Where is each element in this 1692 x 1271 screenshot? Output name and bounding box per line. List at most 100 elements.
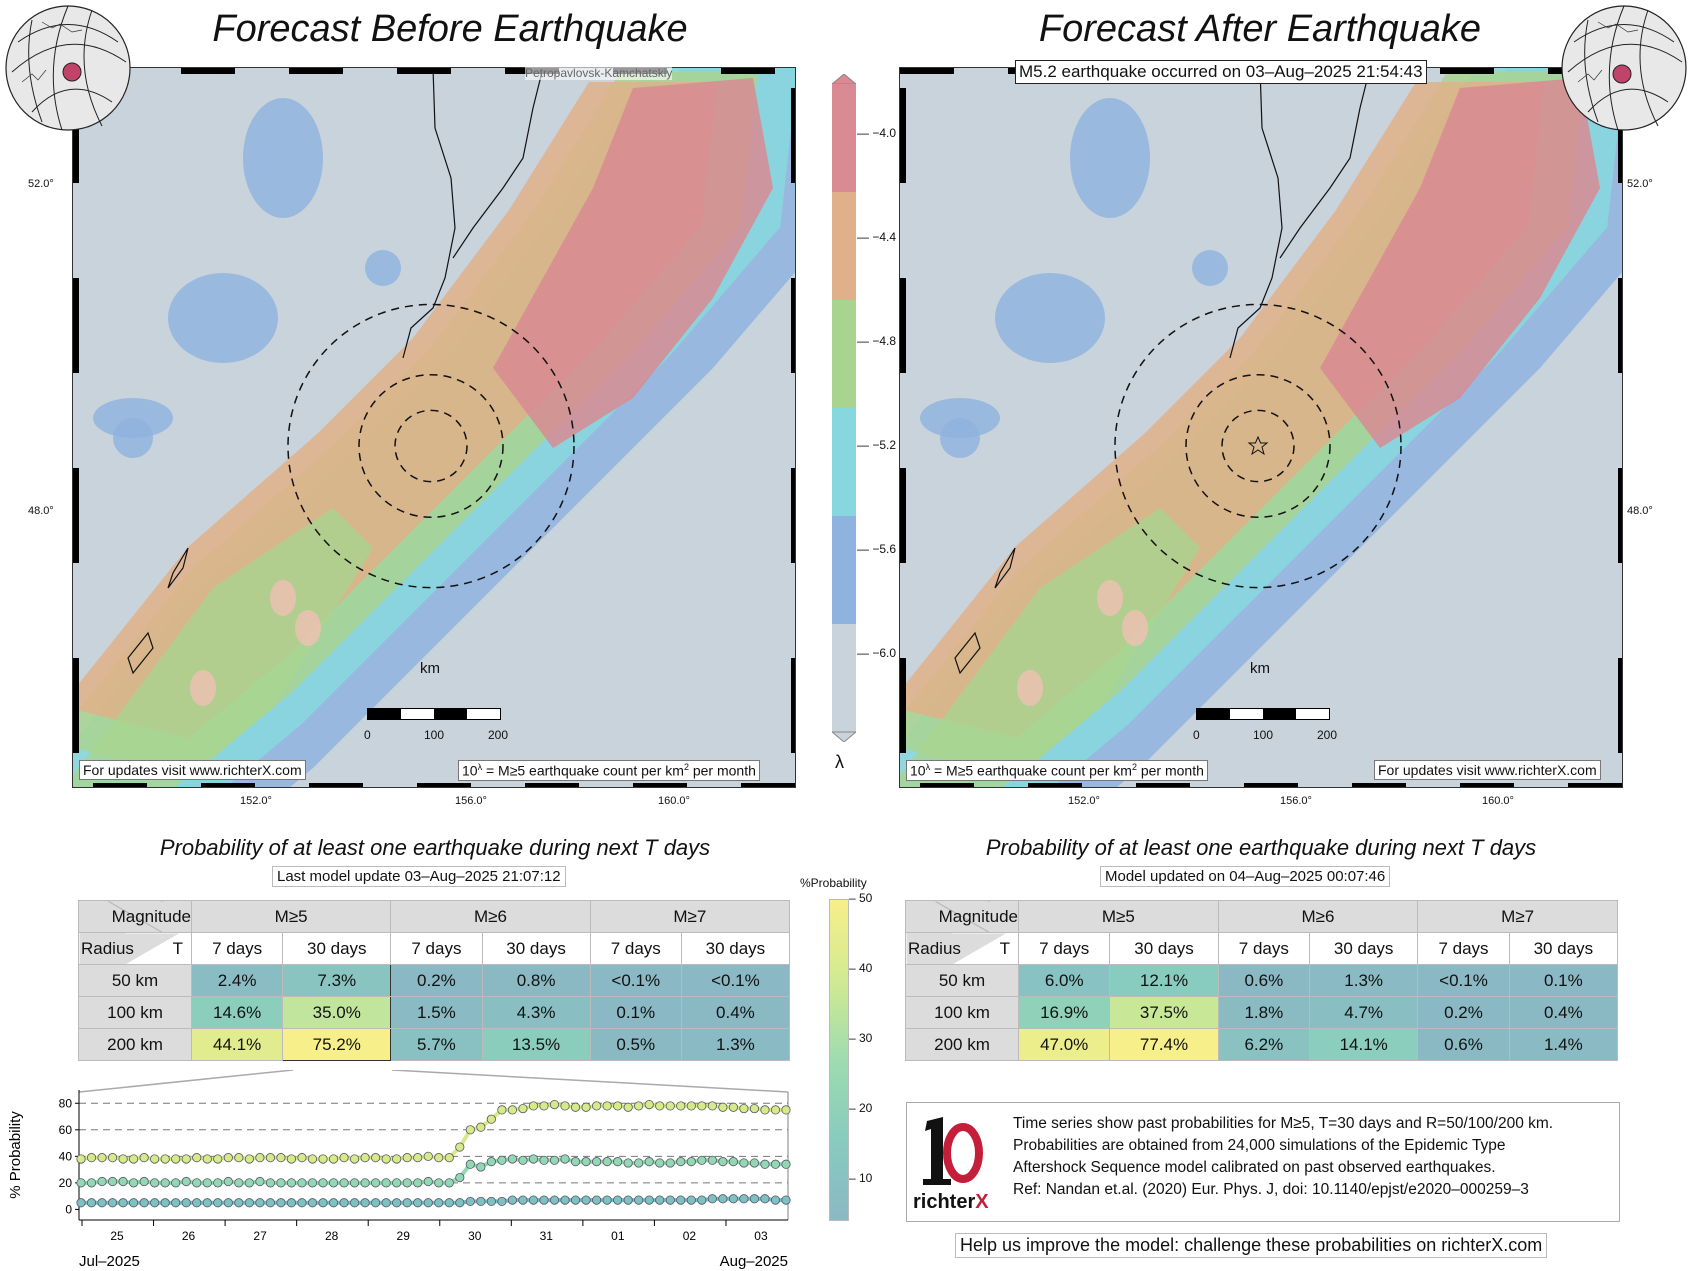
rate-band	[832, 192, 856, 300]
corner-radius-t: Radius T	[905, 932, 1019, 965]
left-probability-table: Magnitude M≥5 M≥6 M≥7 Radius T 7 days 30 days 7 …	[78, 900, 791, 1061]
data-point	[286, 1198, 297, 1208]
prob-colorbar-tick: – 40	[849, 961, 873, 975]
data-point	[76, 1198, 86, 1208]
data-point	[213, 1178, 223, 1188]
lon-label-160-left: 160.0°	[658, 795, 690, 807]
data-point	[97, 1153, 107, 1163]
data-point	[349, 1154, 360, 1164]
data-point	[150, 1154, 160, 1164]
data-point	[476, 1122, 486, 1132]
data-point	[413, 1198, 423, 1208]
data-point	[307, 1178, 318, 1188]
data-point	[328, 1198, 339, 1208]
probability-cell: 13.5%	[481, 1028, 591, 1061]
data-point	[223, 1153, 233, 1163]
right-table-update-note: Model updated on 04–Aug–2025 00:07:46	[1100, 866, 1391, 887]
data-point	[76, 1154, 86, 1164]
data-point	[749, 1158, 760, 1168]
radius-label: 200 km	[905, 1028, 1019, 1061]
data-point	[549, 1195, 560, 1205]
data-point	[255, 1153, 265, 1163]
data-point	[192, 1153, 202, 1163]
probability-cell: 44.1%	[190, 1028, 284, 1061]
data-point	[739, 1194, 749, 1204]
corner-radius-t: Radius T	[78, 932, 192, 965]
magnitude-header: M≥6	[1217, 900, 1419, 933]
lat-label-52-left: 52.0°	[28, 178, 54, 190]
data-point	[697, 1101, 707, 1111]
data-point	[360, 1178, 370, 1188]
data-point	[328, 1154, 339, 1164]
left-forecast-map[interactable]	[72, 67, 796, 788]
lon-label-152-right: 152.0°	[1068, 795, 1100, 807]
x-tick-label: 25	[110, 1229, 124, 1243]
x-tick-label: 26	[182, 1229, 196, 1243]
data-point	[413, 1178, 423, 1188]
month-label-left: Jul–2025	[79, 1253, 140, 1270]
scale-unit-left: km	[420, 660, 440, 677]
unit-text: = M≥5 earthquake count per km	[930, 762, 1132, 779]
data-point	[349, 1198, 360, 1208]
data-point	[381, 1178, 391, 1188]
info-line: Ref: Nandan et.al. (2020) Eur. Phys. J, …	[1013, 1181, 1529, 1198]
data-point	[86, 1198, 97, 1208]
data-point	[486, 1196, 496, 1207]
data-point	[392, 1154, 402, 1164]
data-point	[244, 1178, 254, 1188]
right-map-canvas	[900, 68, 1622, 787]
period-header: 7 days	[190, 932, 284, 965]
rate-colorbar-tick: — −6.0	[857, 646, 897, 660]
data-point	[686, 1157, 696, 1167]
probability-cell: 0.2%	[390, 964, 483, 997]
scale-tick-100-left: 100	[424, 728, 445, 742]
challenge-link[interactable]: Help us improve the model: challenge the…	[955, 1233, 1548, 1258]
info-box: richterX Time series show past probabili…	[906, 1102, 1620, 1222]
unit-suffix: per month	[1136, 762, 1204, 779]
scale-tick-200-left: 200	[488, 728, 509, 742]
probability-cell: 0.1%	[1508, 964, 1619, 997]
data-point	[602, 1157, 612, 1167]
data-point	[560, 1154, 570, 1164]
scale-bar-right	[1196, 708, 1330, 720]
data-point	[760, 1194, 770, 1204]
data-point	[423, 1198, 433, 1208]
updates-note-left[interactable]: For updates visit www.richterX.com	[79, 760, 306, 780]
data-point	[244, 1198, 254, 1208]
data-point	[602, 1101, 612, 1111]
right-forecast-map[interactable]	[899, 67, 1623, 788]
data-point	[444, 1178, 454, 1188]
data-point	[507, 1105, 518, 1115]
rate-colorbar	[830, 73, 858, 743]
data-point	[213, 1154, 223, 1164]
updates-note-right[interactable]: For updates visit www.richterX.com	[1374, 760, 1601, 780]
data-point	[486, 1114, 496, 1124]
data-point	[644, 1195, 654, 1205]
probability-cell: 77.4%	[1109, 1028, 1219, 1061]
right-probability-table: Magnitude M≥5 M≥6 M≥7 Radius T 7 days 30 days 7 …	[905, 900, 1619, 1061]
lon-label-152-left: 152.0°	[240, 795, 272, 807]
data-point	[444, 1198, 454, 1208]
richterx-logo-icon	[921, 1115, 985, 1185]
probability-cell: 0.6%	[1417, 1028, 1510, 1061]
scale-tick-200-right: 200	[1317, 728, 1338, 742]
period-header: 7 days	[589, 932, 682, 965]
data-point	[749, 1103, 760, 1114]
radius-label: 100 km	[905, 996, 1019, 1029]
data-point	[739, 1103, 749, 1114]
data-point	[371, 1198, 381, 1208]
data-point	[718, 1102, 728, 1112]
rate-colorbar-tick: — −4.0	[857, 126, 897, 140]
data-point	[644, 1099, 654, 1110]
data-point	[307, 1154, 318, 1164]
data-point	[518, 1103, 528, 1114]
data-point	[581, 1157, 591, 1167]
data-point	[202, 1154, 212, 1164]
data-point	[286, 1178, 297, 1188]
data-point	[223, 1198, 233, 1208]
rate-band	[832, 516, 856, 624]
data-point	[255, 1176, 265, 1187]
info-line: Time series show past probabilities for …	[1013, 1115, 1554, 1132]
data-point	[707, 1101, 717, 1111]
data-point	[781, 1159, 791, 1169]
